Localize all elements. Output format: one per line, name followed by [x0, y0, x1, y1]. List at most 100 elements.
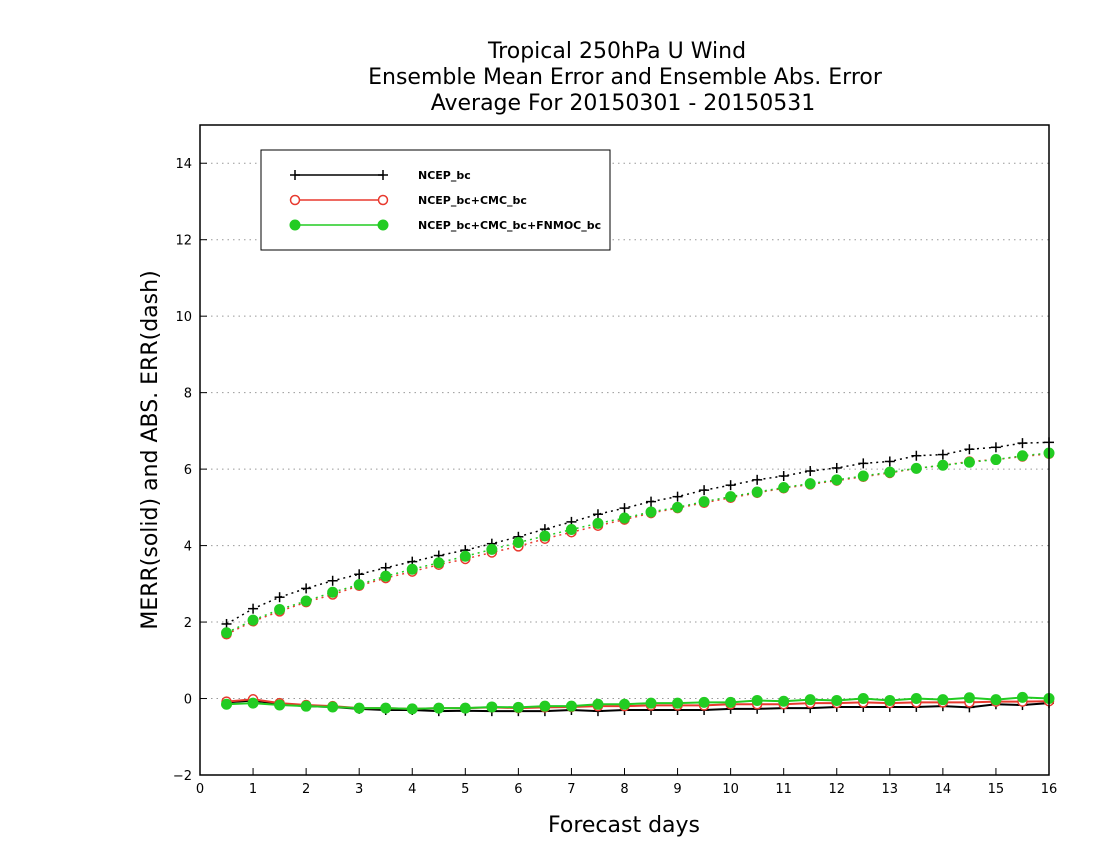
- abs-err-point: [565, 524, 577, 536]
- abs-err-point: [699, 485, 710, 496]
- merr-point: [433, 702, 445, 714]
- abs-err-point: [645, 506, 657, 518]
- abs-err-point: [751, 486, 763, 498]
- x-tick-label: 8: [620, 782, 628, 797]
- abs-err-point: [672, 501, 684, 513]
- x-tick-label: 10: [722, 782, 739, 797]
- merr-point: [857, 693, 869, 705]
- legend-label: NCEP_bc+CMC_bc: [418, 194, 527, 207]
- legend-marker: [290, 170, 300, 180]
- x-axis: 0 1 2 3 4 5 6 7 8 9 10 11 12 13 14 15 16: [196, 768, 1057, 797]
- abs-err-point: [698, 496, 710, 508]
- abs-err-point: [274, 603, 286, 615]
- abs-err-point: [937, 449, 948, 460]
- x-tick-label: 2: [302, 782, 310, 797]
- abs-err-point: [380, 570, 392, 582]
- merr-point: [486, 701, 498, 713]
- abs-err-line: [226, 453, 1050, 635]
- abs-err-point: [725, 491, 737, 503]
- merr-point: [327, 701, 339, 713]
- x-tick-label: 1: [249, 782, 257, 797]
- abs-err-point: [619, 512, 630, 524]
- merr-point: [565, 700, 577, 712]
- series-NCEP_bc+CMC_bc: [221, 448, 1055, 715]
- x-tick-label: 5: [461, 782, 469, 797]
- merr-point: [380, 702, 392, 714]
- x-tick-label: 15: [988, 782, 1005, 797]
- abs-err-point: [592, 509, 603, 520]
- legend-marker: [378, 170, 388, 180]
- abs-err-point: [1017, 438, 1028, 449]
- abs-err-point: [884, 466, 896, 478]
- y-tick-label: 14: [175, 157, 192, 172]
- chart-title-line-3: Average For 20150301 - 20150531: [431, 91, 816, 116]
- abs-err-point: [274, 592, 285, 603]
- abs-err-point: [911, 450, 922, 461]
- abs-err-point: [1016, 450, 1028, 462]
- abs-err-line: [226, 441, 1050, 625]
- y-tick-label: 10: [175, 310, 192, 325]
- x-tick-label: 12: [828, 782, 845, 797]
- merr-point: [539, 700, 551, 712]
- abs-err-line: [226, 452, 1050, 634]
- x-tick-label: 11: [775, 782, 792, 797]
- abs-err-point: [327, 575, 338, 586]
- x-tick-label: 0: [196, 782, 204, 797]
- abs-err-point: [752, 474, 763, 485]
- merr-point: [592, 698, 604, 710]
- merr-point: [406, 703, 418, 715]
- abs-err-point: [884, 456, 895, 467]
- merr-point: [884, 694, 896, 706]
- legend-entry: NCEP_bc+CMC_bc+FNMOC_bc: [289, 219, 601, 232]
- y-axis-label: MERR(solid) and ABS. ERR(dash): [138, 270, 163, 629]
- abs-err-point: [327, 586, 339, 598]
- x-tick-label: 6: [514, 782, 522, 797]
- legend-marker: [377, 219, 389, 231]
- merr-point: [804, 694, 816, 706]
- merr-point: [619, 698, 630, 710]
- merr-point: [751, 694, 763, 706]
- merr-point: [221, 698, 233, 710]
- merr-point: [353, 702, 365, 714]
- abs-err-point: [353, 579, 365, 591]
- abs-err-point: [301, 583, 312, 594]
- abs-err-point: [910, 462, 922, 474]
- abs-err-point: [778, 481, 790, 493]
- merr-point: [512, 701, 524, 713]
- abs-err-point: [857, 470, 869, 482]
- abs-err-point: [619, 503, 630, 514]
- abs-err-point: [539, 530, 551, 542]
- x-tick-label: 16: [1041, 782, 1058, 797]
- abs-err-point: [646, 496, 657, 507]
- abs-err-point: [831, 474, 843, 486]
- legend-label: NCEP_bc: [418, 169, 471, 182]
- abs-err-point: [725, 480, 736, 491]
- y-tick-label: 2: [184, 616, 192, 631]
- merr-point: [698, 696, 710, 708]
- x-axis-label: Forecast days: [548, 813, 700, 838]
- merr-point: [645, 697, 657, 709]
- abs-err-point: [778, 471, 789, 481]
- y-tick-label: 8: [184, 387, 192, 402]
- abs-err-point: [406, 563, 418, 575]
- merr-point: [1016, 691, 1028, 703]
- y-tick-label: 6: [184, 463, 192, 478]
- abs-err-point: [804, 478, 816, 490]
- abs-err-point: [990, 454, 1002, 466]
- abs-err-point: [459, 550, 471, 562]
- legend-label: NCEP_bc+CMC_bc+FNMOC_bc: [418, 219, 601, 232]
- abs-err-point: [592, 517, 604, 529]
- merr-point: [778, 695, 790, 707]
- abs-err-point: [805, 466, 816, 477]
- x-tick-label: 4: [408, 782, 416, 797]
- y-tick-label: 0: [184, 693, 192, 708]
- legend: NCEP_bc NCEP_bc+CMC_bc NCEP_bc+CMC_bc+FNMO…: [260, 149, 611, 251]
- chart-title-line-2: Ensemble Mean Error and Ensemble Abs. Er…: [368, 65, 883, 90]
- merr-point: [831, 694, 843, 706]
- merr-point: [725, 696, 737, 708]
- abs-err-point: [858, 458, 869, 469]
- y-tick-label: 12: [175, 234, 192, 249]
- legend-marker: [289, 219, 301, 231]
- merr-point: [300, 700, 312, 712]
- abs-err-point: [672, 491, 683, 502]
